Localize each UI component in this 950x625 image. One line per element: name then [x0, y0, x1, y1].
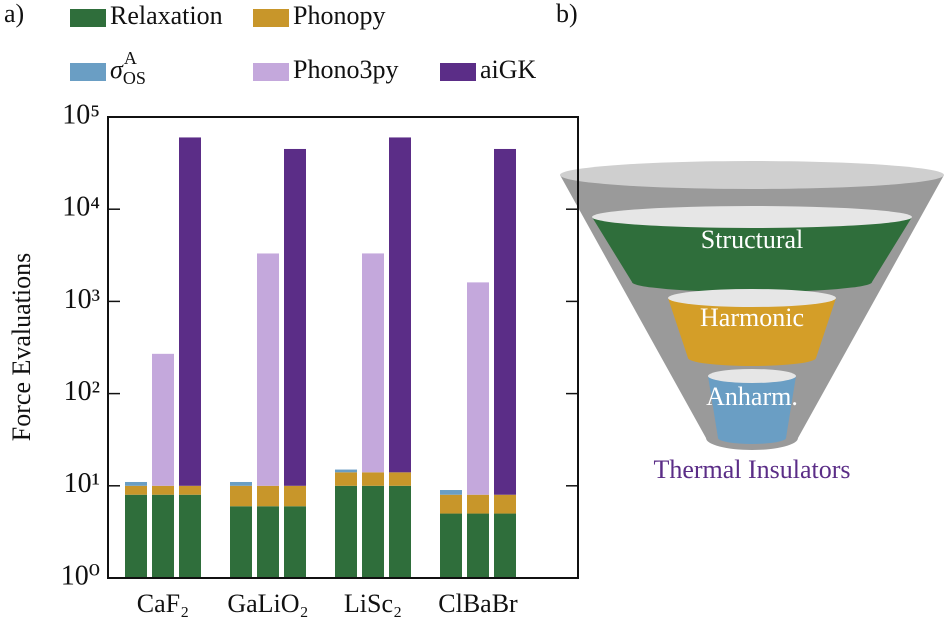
y-tick-label: 10³	[64, 284, 100, 315]
y-tick-label: 10⁰	[61, 560, 100, 591]
bar-segment	[440, 490, 462, 495]
legend-swatch	[253, 9, 289, 27]
bar-segment	[152, 494, 174, 578]
y-tick-label: 10¹	[64, 468, 100, 499]
bar-segment	[335, 472, 357, 486]
funnel-level	[708, 376, 796, 444]
funnel-level-top	[668, 289, 836, 307]
bar-segment	[152, 485, 174, 495]
bar-segment	[494, 513, 516, 578]
legend-label: aiGK	[480, 55, 537, 84]
bar-segment	[230, 485, 252, 507]
bar-segment	[257, 253, 279, 486]
funnel: Structural Harmonic Anharm. Thermal Insu…	[560, 161, 944, 484]
legend-swatch	[70, 63, 106, 81]
legend-swatch	[70, 9, 106, 27]
panel-label: b)	[556, 0, 578, 28]
bar-segment	[335, 485, 357, 578]
y-tick-label: 10⁵	[62, 99, 100, 130]
legend-swatch	[440, 63, 476, 81]
bar-segment	[335, 469, 357, 473]
bar-segment	[230, 506, 252, 578]
legend-label: σOSA	[110, 48, 146, 88]
legend-label-sub: OS	[123, 68, 146, 88]
bar-segment	[230, 481, 252, 486]
legend-swatch	[253, 63, 289, 81]
bar-segment	[389, 485, 411, 578]
bar-segment	[257, 506, 279, 578]
bar-segment	[284, 148, 306, 486]
panel-label: a)	[4, 0, 24, 28]
bar-segment	[389, 137, 411, 473]
bar-segment	[179, 494, 201, 578]
bar-segment	[179, 137, 201, 486]
funnel-label: Anharm.	[706, 382, 798, 411]
bar-segment	[125, 494, 147, 578]
x-tick-label: GaLiO₂	[227, 589, 308, 618]
bar-segment	[467, 513, 489, 578]
funnel-caption: Thermal Insulators	[653, 455, 850, 484]
bar-segment	[494, 148, 516, 495]
legend-label: Phono3py	[293, 55, 398, 84]
legend-label-sup: A	[124, 48, 137, 68]
y-tick-label: 10²	[64, 376, 100, 407]
legend-label: Phono3py	[293, 55, 398, 84]
bar-segment	[494, 494, 516, 514]
x-tick-label: CaF₂	[137, 589, 189, 618]
legend-label: σ	[110, 55, 124, 84]
bar-segment	[284, 485, 306, 507]
bar-segment	[125, 485, 147, 495]
bar-segment	[362, 485, 384, 578]
bar-segment	[467, 282, 489, 495]
bar-segment	[125, 481, 147, 486]
funnel-level-top	[592, 206, 912, 228]
funnel-level	[668, 298, 836, 366]
bar-segment	[152, 353, 174, 486]
funnel-top	[560, 161, 944, 189]
bar-segment	[389, 472, 411, 486]
legend-label: Relaxation	[110, 1, 223, 30]
bar-segment	[179, 485, 201, 495]
funnel-label: Harmonic	[700, 303, 804, 332]
bar-segment	[284, 506, 306, 578]
funnel-level-top	[708, 369, 796, 383]
bar-segment	[257, 485, 279, 507]
legend-label: Phonopy	[293, 1, 385, 30]
legend-label: aiGK	[480, 55, 537, 84]
funnel-level	[592, 217, 912, 292]
x-tick-label: ClBaBr	[438, 589, 518, 618]
plot-frame	[107, 116, 579, 579]
funnel-label: Structural	[701, 225, 804, 254]
y-axis-label: Force Evaluations	[7, 253, 36, 441]
bar-segment	[467, 494, 489, 514]
bar-segment	[362, 253, 384, 473]
legend-label: Relaxation	[110, 1, 223, 30]
y-tick-label: 10⁴	[62, 192, 100, 223]
legend-label: Phonopy	[293, 1, 385, 30]
bar-segment	[362, 472, 384, 486]
bar-segment	[440, 513, 462, 578]
bar-segment	[440, 494, 462, 514]
x-tick-label: LiSc₂	[344, 589, 402, 618]
